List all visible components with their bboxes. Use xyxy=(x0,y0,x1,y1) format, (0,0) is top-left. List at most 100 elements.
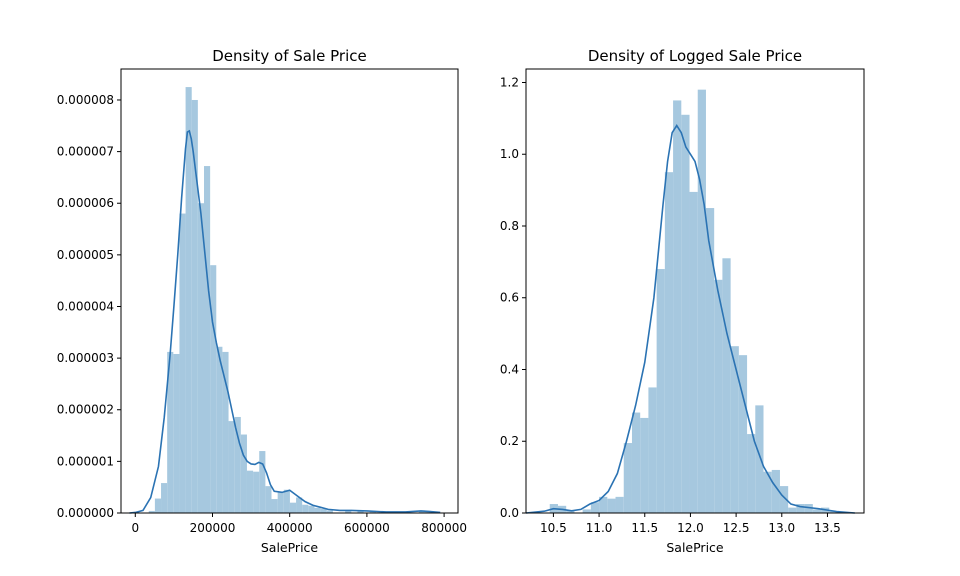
y-tick-label-0: 0.000000 xyxy=(57,506,114,520)
histogram-bar-26 xyxy=(771,469,780,513)
y-tick-label-5: 0.000005 xyxy=(57,248,114,262)
y-tick-label-1: 0.2 xyxy=(500,434,519,448)
histogram-bar-14 xyxy=(673,100,682,514)
x-tick-label-0: 10.5 xyxy=(540,521,567,535)
histogram-bar-21 xyxy=(277,492,284,513)
x-axis: 0 200000 400000 600000 800000 xyxy=(131,513,467,535)
histogram-bar-3 xyxy=(582,509,591,513)
histogram-bar-29 xyxy=(796,504,805,513)
histogram-bar-23 xyxy=(747,434,756,513)
histogram-bar-15 xyxy=(681,114,690,513)
histogram-bar-20 xyxy=(271,499,278,513)
y-tick-label-2: 0.000002 xyxy=(57,403,114,417)
histogram-bar-11 xyxy=(216,346,223,513)
histogram-bar-5 xyxy=(179,213,186,513)
histogram-bar-27 xyxy=(779,486,789,513)
histogram-bars xyxy=(148,87,432,514)
histogram-bar-18 xyxy=(259,451,266,513)
chart-title: Density of Logged Sale Price xyxy=(588,47,802,65)
y-axis: 0.0 0.2 0.4 0.6 0.8 1.0 1.2 xyxy=(500,75,526,520)
x-tick-label-3: 12.0 xyxy=(677,521,704,535)
histogram-bar-22 xyxy=(283,489,290,513)
histogram-bar-9 xyxy=(631,412,641,513)
histogram-bar-19 xyxy=(714,279,723,513)
x-tick-label-5: 13.0 xyxy=(768,521,795,535)
histogram-bar-1 xyxy=(154,498,162,513)
y-tick-label-2: 0.4 xyxy=(500,362,519,376)
histogram-bar-22 xyxy=(738,355,748,513)
x-tick-label-6: 13.5 xyxy=(814,521,841,535)
histogram-bar-14 xyxy=(234,416,241,513)
histogram-bar-20 xyxy=(722,258,731,513)
y-tick-label-7: 0.000007 xyxy=(57,145,114,159)
histogram-bar-2 xyxy=(161,483,168,513)
histogram-bar-12 xyxy=(656,269,665,513)
chart-logged-sale-price: 10.5 11.0 11.5 12.0 12.5 13.0 13.5 0.0 0.2 0.4 0.… xyxy=(500,47,865,555)
y-tick-label-0: 0.0 xyxy=(500,506,519,520)
x-tick-label-0: 0 xyxy=(131,521,139,535)
histogram-bar-33 xyxy=(829,511,838,513)
histogram-bar-31 xyxy=(357,510,364,513)
x-tick-label-2: 11.5 xyxy=(631,521,658,535)
x-tick-label-3: 600000 xyxy=(344,521,390,535)
histogram-bar-17 xyxy=(253,471,260,513)
y-tick-label-8: 0.000008 xyxy=(57,93,114,107)
histogram-bar-23 xyxy=(289,502,297,513)
histogram-bar-9 xyxy=(204,166,211,513)
histogram-bar-24 xyxy=(296,497,303,513)
x-axis-title: SalePrice xyxy=(261,540,319,555)
x-tick-label-2: 400000 xyxy=(267,521,313,535)
x-tick-label-4: 800000 xyxy=(421,521,467,535)
x-tick-label-1: 200000 xyxy=(190,521,236,535)
histogram-bar-12 xyxy=(222,351,229,513)
histogram-bar-13 xyxy=(228,421,235,513)
x-tick-label-1: 11.0 xyxy=(586,521,613,535)
histogram-bar-25 xyxy=(302,504,309,513)
plot-frame xyxy=(525,68,865,514)
histogram-bar-7 xyxy=(191,99,198,513)
y-tick-label-6: 0.000006 xyxy=(57,196,114,210)
kde-line xyxy=(129,129,441,514)
histogram-bar-30 xyxy=(804,504,813,513)
histogram-bar-13 xyxy=(664,172,674,513)
histogram-bar-17 xyxy=(697,89,706,513)
histogram-bar-3 xyxy=(167,351,174,513)
histogram-bar-4 xyxy=(590,502,600,513)
chart-title: Density of Sale Price xyxy=(212,47,367,65)
y-tick-label-3: 0.000003 xyxy=(57,351,114,365)
histogram-bar-21 xyxy=(730,346,739,513)
histogram-bar-28 xyxy=(320,508,327,513)
histogram-bar-30 xyxy=(345,510,352,513)
histogram-bar-6 xyxy=(607,498,616,513)
histogram-bar-15 xyxy=(240,434,247,513)
histogram-bar-16 xyxy=(689,191,698,513)
histogram-bar-7 xyxy=(615,496,624,513)
histogram-bar-11 xyxy=(648,387,657,513)
histogram-bar-0 xyxy=(148,510,155,513)
y-tick-label-1: 0.000001 xyxy=(57,454,114,468)
histogram-bar-10 xyxy=(210,265,217,513)
y-axis: 0.000000 0.000001 0.000002 0.000003 0.000004… xyxy=(57,93,121,520)
x-axis-title: SalePrice xyxy=(666,540,724,555)
y-tick-label-6: 1.2 xyxy=(500,75,519,89)
histogram-bar-16 xyxy=(246,470,254,513)
chart-sale-price: 0 200000 400000 600000 800000 0.0000000.0000… xyxy=(57,47,467,555)
histogram-bar-2 xyxy=(566,510,575,513)
kde-line xyxy=(525,124,855,514)
histogram-bar-6 xyxy=(185,87,192,513)
y-tick-label-4: 0.8 xyxy=(500,219,519,233)
y-tick-label-5: 1.0 xyxy=(500,147,519,161)
histogram-bar-18 xyxy=(705,208,715,514)
x-axis: 10.5 11.0 11.5 12.0 12.5 13.0 13.5 xyxy=(540,513,841,535)
histogram-bar-29 xyxy=(326,510,333,513)
histogram-bar-28 xyxy=(788,507,797,513)
histogram-bars xyxy=(549,89,838,514)
x-tick-label-4: 12.5 xyxy=(723,521,750,535)
y-tick-label-4: 0.000004 xyxy=(57,299,114,313)
histogram-bar-5 xyxy=(599,496,608,513)
histogram-bar-19 xyxy=(265,486,272,513)
histogram-bar-31 xyxy=(812,509,822,513)
histogram-bar-8 xyxy=(623,443,632,513)
histogram-bar-26 xyxy=(308,505,315,513)
histogram-bar-4 xyxy=(173,353,180,513)
